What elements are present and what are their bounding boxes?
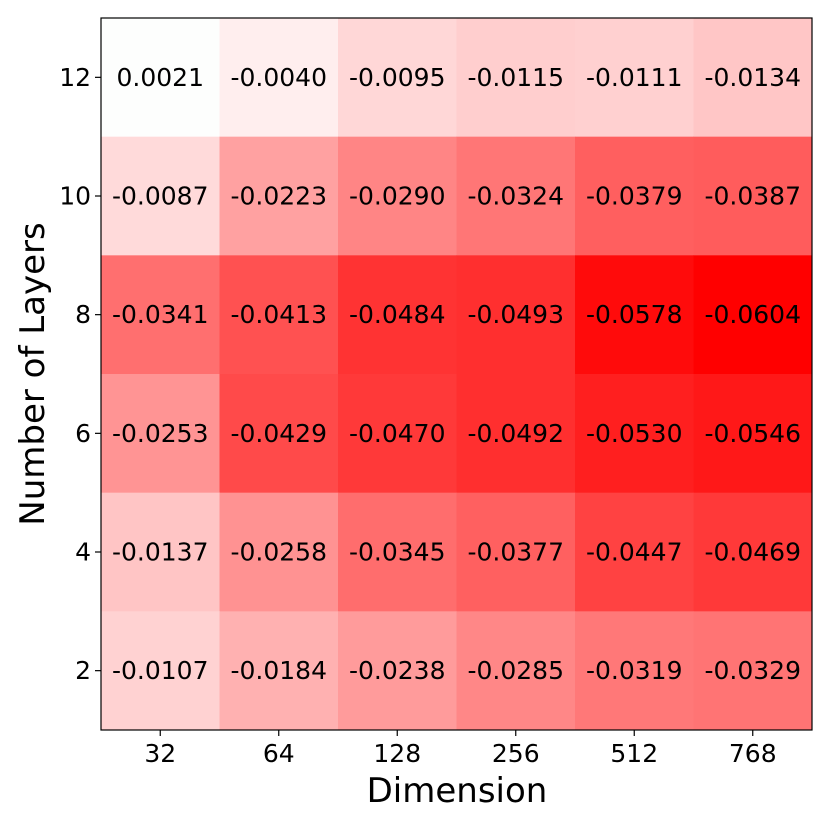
heatmap-cell-value: -0.0546 xyxy=(705,419,802,448)
heatmap-cell xyxy=(219,18,339,138)
heatmap-cell-value: -0.0492 xyxy=(468,419,565,448)
heatmap-cell xyxy=(219,374,339,494)
heatmap-cell-value: -0.0285 xyxy=(468,656,565,685)
heatmap-cell xyxy=(693,374,813,494)
x-axis-label: Dimension xyxy=(367,771,548,811)
heatmap-cell xyxy=(575,255,694,375)
heatmap-cell-value: -0.0087 xyxy=(112,182,209,211)
heatmap-cell xyxy=(219,492,339,612)
heatmap-cell-value: -0.0319 xyxy=(586,656,683,685)
heatmap-cell-value: -0.0377 xyxy=(468,538,565,567)
heatmap-cell xyxy=(101,611,220,731)
heatmap-cell xyxy=(456,18,576,138)
y-tick-label: 2 xyxy=(75,656,91,685)
heatmap-cell xyxy=(101,374,220,494)
x-tick-label: 512 xyxy=(610,739,658,768)
heatmap-cell-value: -0.0115 xyxy=(468,63,565,92)
heatmap-cell xyxy=(456,492,576,612)
heatmap-cell-value: -0.0493 xyxy=(468,300,565,329)
heatmap-cell-value: -0.0253 xyxy=(112,419,209,448)
heatmap-cell xyxy=(338,136,457,256)
y-tick-label: 8 xyxy=(75,300,91,329)
heatmap-cells: 0.0021 -0.0040 -0.0095 -0.0115 -0.0111 -0.013… xyxy=(101,18,813,731)
heatmap-cell xyxy=(575,611,694,731)
heatmap-cell-value: -0.0484 xyxy=(349,300,446,329)
heatmap-cell xyxy=(219,255,339,375)
y-tick-label: 12 xyxy=(59,63,91,92)
heatmap-cell xyxy=(338,374,457,494)
heatmap-cell-value: -0.0387 xyxy=(705,182,802,211)
heatmap-cell-value: -0.0184 xyxy=(231,656,328,685)
heatmap-cell-value: -0.0290 xyxy=(349,182,446,211)
heatmap-cell xyxy=(338,611,457,731)
heatmap-cell xyxy=(101,492,220,612)
y-tick-label: 10 xyxy=(59,182,91,211)
heatmap-cell-value: -0.0447 xyxy=(586,538,683,567)
heatmap-cell xyxy=(693,18,813,138)
heatmap-cell-value: -0.0238 xyxy=(349,656,446,685)
heatmap-cell xyxy=(101,255,220,375)
heatmap-cell-value: -0.0604 xyxy=(705,300,802,329)
y-axis-label: Number of Layers xyxy=(13,222,53,525)
heatmap-cell-value: -0.0578 xyxy=(586,300,683,329)
heatmap-cell-value: -0.0040 xyxy=(231,63,328,92)
heatmap-cell xyxy=(693,255,813,375)
plot-frame xyxy=(100,17,813,731)
heatmap-cell xyxy=(101,18,220,138)
heatmap-cell-value: -0.0111 xyxy=(586,63,683,92)
heatmap-cell xyxy=(456,374,576,494)
y-tick-label: 4 xyxy=(75,538,91,567)
heatmap-cell-value: -0.0329 xyxy=(705,656,802,685)
x-tick-label: 256 xyxy=(492,739,540,768)
heatmap-cell xyxy=(338,18,457,138)
y-axis-ticks: 12 10 8 6 4 2 xyxy=(59,63,101,685)
heatmap-cell-value: -0.0134 xyxy=(705,63,802,92)
heatmap-cell-value: -0.0379 xyxy=(586,182,683,211)
heatmap-cell-value: -0.0107 xyxy=(112,656,209,685)
heatmap-cell-value: -0.0223 xyxy=(231,182,328,211)
y-tick-label: 6 xyxy=(75,419,91,448)
heatmap-cell xyxy=(456,611,576,731)
heatmap-cell xyxy=(575,18,694,138)
heatmap-cell xyxy=(101,136,220,256)
x-tick-label: 128 xyxy=(373,739,421,768)
heatmap-cell-value: -0.0470 xyxy=(349,419,446,448)
heatmap-cell xyxy=(693,611,813,731)
heatmap-cell xyxy=(575,374,694,494)
x-tick-label: 64 xyxy=(263,739,295,768)
heatmap-cell xyxy=(219,136,339,256)
heatmap-cell xyxy=(575,492,694,612)
heatmap-cell xyxy=(338,492,457,612)
heatmap-cell-value: -0.0095 xyxy=(349,63,446,92)
heatmap-cell xyxy=(456,255,576,375)
heatmap-cell-value: -0.0429 xyxy=(231,419,328,448)
heatmap-cell-value: -0.0258 xyxy=(231,538,328,567)
heatmap-cell-value: -0.0530 xyxy=(586,419,683,448)
heatmap-cell-value: -0.0413 xyxy=(231,300,328,329)
x-axis-ticks: 32 64 128 256 512 768 xyxy=(144,730,777,768)
heatmap-cell-value: -0.0341 xyxy=(112,300,209,329)
heatmap-cell-value: -0.0469 xyxy=(705,538,802,567)
x-tick-label: 32 xyxy=(144,739,176,768)
heatmap-cell xyxy=(693,492,813,612)
heatmap-cell xyxy=(338,255,457,375)
heatmap-cell-value: -0.0137 xyxy=(112,538,209,567)
heatmap-cell xyxy=(219,611,339,731)
heatmap-cell-value: -0.0324 xyxy=(468,182,565,211)
heatmap-cell xyxy=(456,136,576,256)
x-tick-label: 768 xyxy=(729,739,777,768)
heatmap-cell-value: 0.0021 xyxy=(117,63,204,92)
heatmap-cell-value: -0.0345 xyxy=(349,538,446,567)
heatmap-cell xyxy=(693,136,813,256)
heatmap-cell xyxy=(575,136,694,256)
